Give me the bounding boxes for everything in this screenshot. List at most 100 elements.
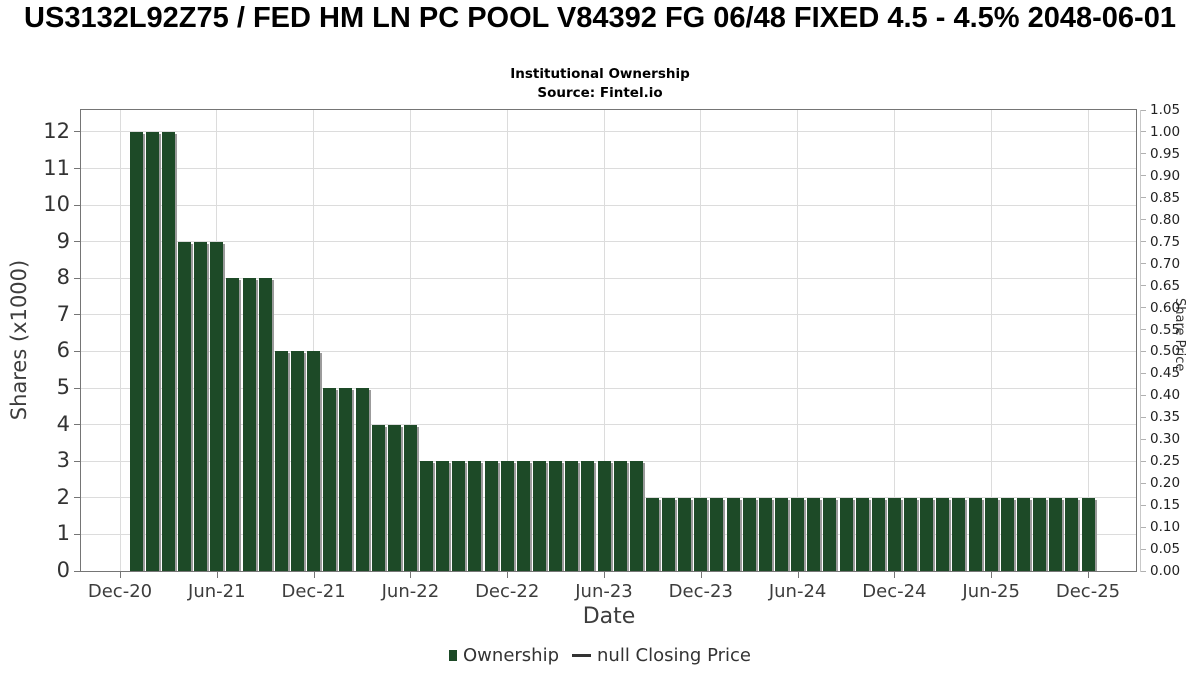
x-tick-label: Dec-24 xyxy=(862,581,927,602)
y-right-tick-label: 0.75 xyxy=(1150,233,1181,250)
y-left-tick-mark xyxy=(74,424,80,426)
y-right-tick-mark xyxy=(1141,438,1146,440)
y-right-tick-label: 0.60 xyxy=(1150,299,1181,316)
y-right-tick-mark xyxy=(1141,241,1146,243)
ownership-bar xyxy=(403,425,417,571)
y-left-tick-label: 2 xyxy=(56,484,70,509)
y-right-tick-label: 1.05 xyxy=(1150,102,1181,118)
x-tick-mark xyxy=(120,572,121,578)
y-right-tick-mark xyxy=(1141,372,1146,374)
x-tick-label: Dec-20 xyxy=(87,581,153,602)
x-tick-mark xyxy=(1088,572,1089,578)
y-right-tick-label: 0.45 xyxy=(1150,365,1181,382)
y-left-tick-label: 9 xyxy=(56,228,70,253)
y-left-tick-label: 10 xyxy=(43,192,70,217)
ownership-bar xyxy=(307,351,321,571)
gridline-horizontal xyxy=(81,350,1136,352)
y-left-tick-label: 1 xyxy=(56,521,70,546)
gridline-horizontal xyxy=(81,241,1136,243)
x-tick-label: Dec-23 xyxy=(668,581,733,602)
ownership-bar xyxy=(323,388,337,571)
ownership-bar xyxy=(516,461,530,571)
ownership-bar xyxy=(532,461,546,571)
y-right-tick-mark xyxy=(1141,285,1146,287)
ownership-bar xyxy=(597,461,611,571)
ownership-bar xyxy=(678,498,692,571)
gridline-vertical xyxy=(990,110,992,571)
ownership-bar xyxy=(807,498,821,571)
gridline-vertical xyxy=(797,110,799,571)
ownership-bar xyxy=(129,132,143,571)
y-right-tick-label: 0.35 xyxy=(1150,409,1181,426)
ownership-bar xyxy=(1049,498,1063,571)
legend-ownership-marker xyxy=(449,650,458,661)
ownership-bar xyxy=(371,425,385,571)
y-right-tick-label: 0.85 xyxy=(1150,189,1181,206)
y-right-tick-mark xyxy=(1141,460,1146,462)
ownership-bar xyxy=(823,498,837,571)
gridline-horizontal xyxy=(81,168,1136,170)
x-tick-mark xyxy=(894,572,896,578)
y-right-tick-label: 0.00 xyxy=(1150,563,1181,579)
y-left-tick-label: 3 xyxy=(56,448,70,473)
y-right-tick-mark xyxy=(1141,329,1146,331)
y-right-tick-mark xyxy=(1141,548,1146,550)
x-tick-label: Jun-24 xyxy=(768,581,827,602)
gridline-vertical xyxy=(313,110,315,571)
x-tick-mark xyxy=(313,572,315,578)
y-left-tick-mark xyxy=(74,204,80,206)
x-tick-mark xyxy=(797,572,799,578)
ownership-bar xyxy=(904,498,918,571)
ownership-bar xyxy=(178,242,192,571)
y-right-tick-mark xyxy=(1141,219,1146,221)
y-left-tick-mark xyxy=(74,387,80,389)
y-left-tick-mark xyxy=(74,314,80,316)
ownership-bar xyxy=(161,132,175,571)
y-left-tick-label: 12 xyxy=(43,118,70,143)
ownership-bar xyxy=(500,461,514,571)
y-left-tick-mark xyxy=(74,533,80,535)
y-left-tick-mark xyxy=(74,497,80,499)
ownership-bar xyxy=(936,498,950,571)
y-left-tick-mark xyxy=(74,460,80,462)
y-left-tick-label: 5 xyxy=(56,375,70,400)
y-left-tick-label: 4 xyxy=(56,411,70,436)
ownership-bar xyxy=(984,498,998,571)
y-right-tick-mark xyxy=(1141,175,1146,177)
legend: Ownership null Closing Price xyxy=(0,645,1200,666)
ownership-bar xyxy=(1033,498,1047,571)
ownership-bar xyxy=(565,461,579,571)
ownership-bar xyxy=(1081,498,1095,571)
ownership-bar xyxy=(613,461,627,571)
y-right-tick-label: 0.15 xyxy=(1150,497,1181,514)
y-left-tick-label: 7 xyxy=(56,301,70,326)
y-left-tick-mark xyxy=(74,168,80,170)
gridline-vertical xyxy=(1087,110,1089,571)
ownership-bar xyxy=(968,498,982,571)
x-tick-mark xyxy=(991,572,993,578)
chart-title: US3132L92Z75 / FED HM LN PC POOL V84392 … xyxy=(24,2,1176,34)
ownership-bar xyxy=(210,242,224,571)
y-right-tick-mark xyxy=(1141,526,1146,528)
y-right-tick-label: 0.65 xyxy=(1150,277,1181,294)
ownership-bar xyxy=(839,498,853,571)
y-right-tick-label: 0.70 xyxy=(1150,255,1181,272)
y-right-tick-mark xyxy=(1141,504,1146,506)
ownership-bar xyxy=(452,461,466,571)
ownership-bar xyxy=(387,425,401,571)
y-right-tick-mark xyxy=(1141,263,1146,265)
legend-closing-price-line-marker xyxy=(572,654,592,657)
x-tick-mark xyxy=(604,572,605,578)
ownership-bar xyxy=(887,498,901,571)
gridline-vertical xyxy=(409,110,411,571)
gridline-horizontal xyxy=(81,387,1136,389)
ownership-bar xyxy=(581,461,595,571)
y-left-tick-label: 0 xyxy=(56,558,70,582)
chart-source-label: Source: Fintel.io xyxy=(537,85,663,101)
ownership-bar xyxy=(484,461,498,571)
x-tick-label: Dec-25 xyxy=(1055,581,1121,602)
x-tick-label: Jun-21 xyxy=(188,581,246,602)
y-axis-title-right: Share Price xyxy=(1172,298,1187,372)
y-left-tick-mark xyxy=(74,570,80,572)
ownership-bar xyxy=(871,498,885,571)
